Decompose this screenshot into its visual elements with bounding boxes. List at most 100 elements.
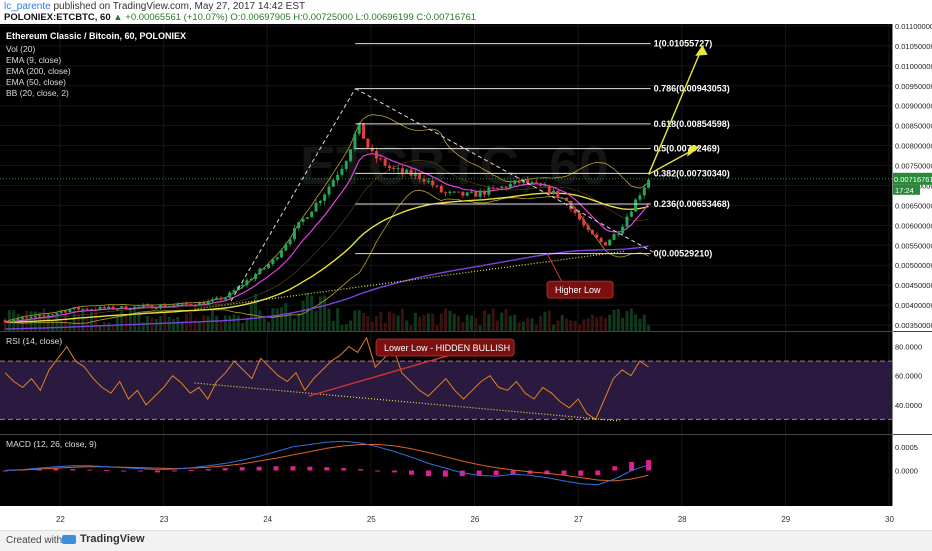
candle-body	[163, 305, 167, 307]
candle-body	[271, 259, 275, 265]
macd-hist-bar	[442, 470, 448, 477]
volume-bar	[331, 320, 335, 331]
candle-body	[517, 180, 521, 183]
candle-body	[85, 308, 89, 310]
volume-bar	[500, 312, 504, 331]
volume-bar	[284, 303, 288, 331]
volume-bar	[426, 313, 430, 331]
volume-bar	[163, 312, 167, 331]
candle-body	[418, 173, 422, 179]
candle-body	[184, 302, 188, 305]
volume-bar	[254, 294, 258, 331]
macd-hist-bar	[205, 469, 211, 471]
candle-body	[526, 179, 530, 184]
candle-body	[409, 169, 413, 176]
candle-body	[124, 306, 128, 310]
legend-entry: EMA (50, close)	[6, 77, 66, 87]
candle-body	[482, 190, 486, 195]
volume-bar	[362, 312, 366, 331]
volume-bar	[457, 315, 461, 331]
candle-body	[301, 218, 305, 222]
price-tick-label: 0.00350000	[895, 321, 932, 330]
macd-hist-bar	[375, 470, 381, 472]
bollinger-lower-line	[5, 189, 649, 324]
target-arrow-head-2	[686, 145, 701, 157]
candle-body	[172, 305, 176, 307]
volume-bar	[370, 321, 374, 331]
fib-level-label: 0.236(0.00653468)	[654, 199, 730, 209]
candle-body	[426, 180, 430, 182]
author-link[interactable]: lc_parente	[4, 1, 51, 12]
candle-body	[599, 237, 603, 243]
candle-body	[16, 318, 20, 321]
macd-hist-bar	[70, 469, 76, 471]
volume-bar	[344, 324, 348, 331]
candle-body	[245, 280, 249, 286]
candle-body	[292, 228, 296, 240]
candle-body	[241, 285, 245, 287]
tradingview-logo-icon	[62, 534, 76, 544]
volume-bar	[245, 319, 249, 331]
macd-hist-bar	[510, 470, 516, 475]
volume-bar	[310, 295, 314, 331]
volume-bar	[569, 320, 573, 331]
volume-bar	[534, 325, 538, 331]
volume-bar	[495, 320, 499, 331]
volume-bar	[565, 318, 569, 331]
candle-body	[634, 199, 638, 212]
macd-hist-bar	[629, 461, 635, 471]
volume-bar	[543, 311, 547, 331]
candle-body	[72, 307, 76, 310]
time-tick-label: 30	[885, 515, 894, 524]
candle-body	[42, 315, 46, 317]
volume-bar	[383, 322, 387, 331]
candle-body	[495, 187, 499, 189]
volume-bar	[547, 310, 551, 331]
volume-bar	[379, 312, 383, 331]
candle-body	[560, 197, 564, 199]
candle-body	[647, 179, 651, 188]
candle-body	[141, 305, 145, 307]
candle-body	[552, 190, 556, 194]
publish-info: published on TradingView.com, May 27, 20…	[53, 1, 306, 12]
candle-body	[25, 317, 29, 319]
volume-bar	[85, 317, 89, 331]
macd-hist-bar	[121, 470, 127, 472]
volume-bar	[387, 311, 391, 331]
volume-bar	[305, 292, 309, 331]
volume-bar	[111, 325, 115, 331]
tradingview-brand[interactable]: TradingView	[62, 533, 145, 545]
candle-body	[115, 308, 119, 310]
candle-body	[55, 312, 59, 315]
candle-body	[504, 186, 508, 188]
candle-body	[582, 219, 586, 226]
candle-body	[431, 180, 435, 186]
candle-body	[89, 309, 93, 311]
price-tick-label: 0.00650000	[895, 201, 932, 210]
volume-bar	[357, 309, 361, 331]
chart-header: lc_parente published on TradingView.com,…	[0, 0, 932, 24]
price-tick-label: 0.01050000	[895, 42, 932, 51]
candle-body	[642, 187, 646, 196]
volume-bar	[642, 314, 646, 331]
last-price-tag	[892, 172, 932, 185]
candle-body	[267, 264, 271, 268]
candle-body	[111, 306, 115, 310]
candle-body	[470, 191, 474, 193]
volume-bar	[400, 308, 404, 331]
volume-bar	[258, 310, 262, 331]
candle-body	[577, 213, 581, 220]
volume-bar	[98, 325, 102, 331]
candle-body	[284, 244, 288, 251]
macd-hist-bar	[425, 470, 431, 477]
candle-body	[331, 180, 335, 187]
candle-body	[310, 211, 314, 218]
rsi-line	[4, 336, 649, 421]
candle-body	[336, 174, 340, 181]
volume-bar	[3, 321, 7, 331]
volume-bar	[487, 314, 491, 331]
volume-bar	[491, 308, 495, 331]
candle-body	[621, 226, 625, 234]
chart-area[interactable]: 0.01100000 0.01050000 0.01000000 0.00950000…	[0, 24, 932, 530]
candle-body	[392, 167, 396, 169]
